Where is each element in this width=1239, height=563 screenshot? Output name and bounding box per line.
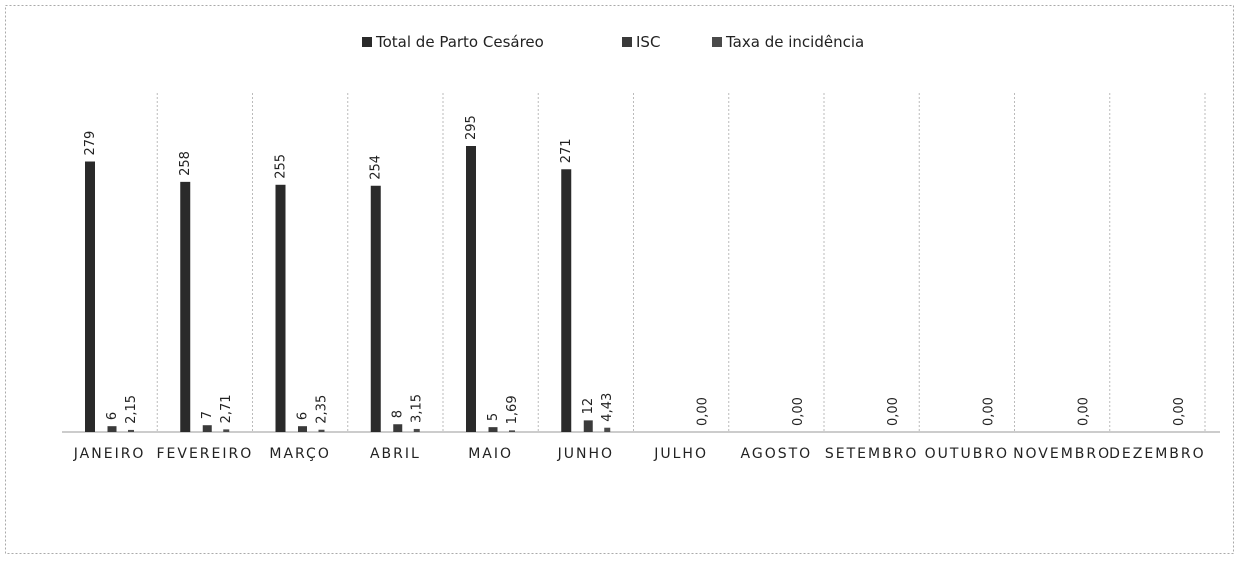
bar xyxy=(318,429,325,432)
bar xyxy=(413,428,420,432)
legend-swatch xyxy=(712,37,722,47)
x-tick-label: ABRIL xyxy=(370,446,421,462)
bar xyxy=(509,430,515,432)
data-label: 5 xyxy=(486,413,501,421)
bar xyxy=(488,427,498,432)
data-label: 2,35 xyxy=(315,395,330,424)
data-label: 3,15 xyxy=(410,394,425,423)
bar xyxy=(275,184,286,432)
data-label: 2,15 xyxy=(124,395,139,424)
legend-label: Total de Parto Cesáreo xyxy=(375,33,544,51)
x-tick-label: AGOSTO xyxy=(741,446,813,462)
bar xyxy=(466,146,476,432)
data-label: 7 xyxy=(200,411,215,419)
data-label: 12 xyxy=(581,398,596,415)
data-label: 0,00 xyxy=(981,397,996,426)
bar xyxy=(85,161,95,432)
legend-swatch xyxy=(362,37,372,47)
x-tick-label: MARÇO xyxy=(269,446,330,462)
data-label: 0,00 xyxy=(886,397,901,426)
data-label: 1,69 xyxy=(505,395,520,424)
x-tick-label: SETEMBRO xyxy=(825,446,919,462)
data-label: 6 xyxy=(105,412,120,420)
x-tick-label: JUNHO xyxy=(557,446,614,462)
data-label: 4,43 xyxy=(600,393,615,422)
bar xyxy=(180,181,191,432)
x-tick-label: JANEIRO xyxy=(73,446,146,462)
bar xyxy=(128,429,134,432)
bar xyxy=(561,169,572,432)
bar xyxy=(223,429,230,432)
data-label: 279 xyxy=(83,131,98,156)
legend-swatch xyxy=(622,37,632,47)
data-label: 0,00 xyxy=(1077,397,1092,426)
bar xyxy=(393,424,403,432)
x-tick-label: MAIO xyxy=(468,446,513,462)
x-tick-label: FEVEREIRO xyxy=(156,446,253,462)
data-label: 255 xyxy=(274,154,289,179)
bar xyxy=(298,426,307,432)
legend-label: Taxa de incidência xyxy=(725,33,864,51)
x-tick-label: NOVEMBRO xyxy=(1013,446,1111,462)
data-label: 258 xyxy=(178,151,193,176)
bar xyxy=(107,426,117,432)
x-tick-label: OUTUBRO xyxy=(925,446,1009,462)
data-label: 2,71 xyxy=(219,394,234,423)
bar xyxy=(370,185,381,432)
legend-label: ISC xyxy=(636,33,660,51)
x-tick-label: DEZEMBRO xyxy=(1109,446,1206,462)
data-label: 271 xyxy=(559,138,574,163)
data-label: 0,00 xyxy=(696,397,711,426)
x-tick-label: JULHO xyxy=(653,446,708,462)
data-label: 6 xyxy=(296,412,311,420)
bar xyxy=(583,420,593,432)
chart-border xyxy=(5,5,1234,554)
data-label: 0,00 xyxy=(1172,397,1187,426)
data-label: 0,00 xyxy=(791,397,806,426)
bar xyxy=(202,425,212,432)
bar xyxy=(604,427,611,432)
data-label: 295 xyxy=(464,115,479,140)
data-label: 254 xyxy=(369,155,384,180)
data-label: 8 xyxy=(391,410,406,418)
